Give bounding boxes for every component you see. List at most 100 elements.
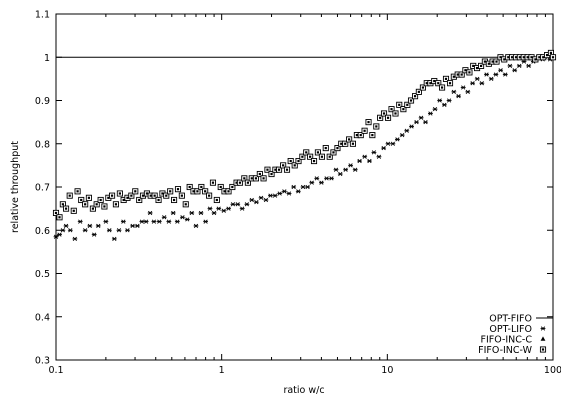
data-point-opt-lifo	[170, 210, 176, 216]
data-point-opt-lifo	[130, 223, 136, 229]
marker-dot	[266, 168, 269, 171]
data-point-fifo-inc-w	[369, 132, 376, 139]
marker-dot	[417, 90, 420, 93]
star-stroke	[521, 59, 527, 64]
data-point-fifo-inc-w	[236, 179, 244, 186]
data-point-opt-lifo	[367, 158, 372, 164]
data-point-fifo-inc-w	[182, 201, 189, 208]
star-stroke	[493, 72, 498, 77]
data-point-opt-lifo	[147, 210, 153, 216]
star-stroke	[465, 89, 470, 94]
data-point-fifo-inc-w	[365, 119, 372, 126]
star-stroke	[130, 223, 135, 229]
star-stroke	[244, 202, 250, 207]
star-stroke	[116, 228, 122, 233]
marker-dot	[440, 86, 444, 89]
marker-dot	[215, 198, 218, 202]
star-stroke	[148, 210, 153, 216]
data-point-opt-lifo	[479, 81, 485, 86]
data-point-opt-lifo	[235, 202, 241, 207]
star-stroke	[125, 228, 130, 233]
marker-dot	[231, 185, 234, 189]
data-point-fifo-inc-w	[178, 192, 185, 199]
data-point-fifo-inc-w	[217, 183, 224, 191]
marker-dot	[413, 95, 417, 98]
star-stroke	[60, 228, 65, 233]
star-stroke	[135, 223, 140, 229]
data-point-opt-lifo	[221, 208, 227, 213]
star-stroke	[151, 219, 157, 224]
star-stroke	[107, 228, 112, 233]
data-point-opt-lifo	[95, 223, 101, 229]
marker-dot	[223, 190, 226, 193]
marker-dot	[227, 190, 230, 193]
legend-label-opt-fifo: OPT-FIFO	[489, 314, 532, 325]
marker-dot	[507, 56, 510, 59]
data-point-fifo-inc-w	[330, 149, 337, 156]
marker-dot	[161, 192, 164, 195]
marker-dot	[464, 69, 467, 72]
marker-dot	[324, 146, 327, 150]
marker-dot	[282, 164, 285, 167]
star-stroke	[254, 200, 259, 205]
data-point-opt-lifo	[319, 180, 324, 185]
star-stroke	[400, 132, 405, 138]
data-point-fifo-inc-w	[299, 153, 306, 160]
marker-dot	[157, 198, 160, 202]
marker-dot	[204, 190, 207, 193]
data-point-fifo-inc-w	[318, 153, 325, 160]
y-tick-label: 0.4	[35, 312, 50, 323]
star-stroke	[333, 167, 339, 172]
data-point-opt-lifo	[456, 94, 461, 99]
marker-dot	[312, 159, 316, 163]
star-stroke	[446, 98, 452, 103]
star-stroke	[419, 115, 424, 120]
data-point-fifo-inc-w	[384, 114, 392, 121]
marker-dot	[398, 103, 401, 106]
data-point-opt-lifo	[324, 176, 330, 181]
star-stroke	[286, 191, 292, 196]
marker-dot	[118, 192, 121, 195]
x-axis-label: ratio w/c	[283, 385, 324, 396]
data-point-opt-lifo	[309, 180, 315, 185]
data-point-opt-lifo	[352, 167, 358, 172]
star-stroke	[92, 232, 97, 237]
data-point-opt-lifo	[286, 191, 292, 196]
data-point-opt-lifo	[507, 63, 513, 69]
marker-dot	[542, 56, 545, 59]
marker-dot	[456, 73, 459, 76]
data-point-opt-lifo	[502, 72, 508, 77]
data-point-fifo-inc-w	[151, 192, 158, 199]
star-stroke	[376, 154, 382, 159]
data-point-fifo-inc-w	[112, 201, 119, 208]
data-point-opt-lifo	[77, 219, 83, 224]
data-point-fifo-inc-w	[466, 69, 473, 76]
marker-dot	[80, 198, 83, 202]
star-stroke	[385, 141, 391, 146]
data-point-fifo-inc-w	[128, 192, 135, 199]
data-point-opt-lifo	[390, 141, 396, 146]
x-tick-label: 100	[544, 365, 561, 376]
marker-dot	[332, 151, 335, 154]
star-stroke	[484, 72, 489, 77]
data-point-opt-lifo	[314, 176, 320, 181]
star-stroke	[87, 223, 92, 229]
marker-dot	[526, 56, 529, 59]
marker-dot	[468, 71, 471, 74]
marker-dot	[254, 177, 258, 180]
data-point-fifo-inc-w	[174, 186, 182, 193]
marker-dot	[479, 64, 483, 67]
data-point-opt-lifo	[376, 154, 382, 159]
star-stroke	[216, 206, 221, 211]
star-stroke	[503, 72, 508, 77]
marker-dot	[130, 194, 133, 197]
star-stroke	[442, 102, 447, 107]
y-tick-label: 0.5	[35, 269, 50, 280]
data-point-fifo-inc-w	[549, 54, 557, 61]
marker-dot	[483, 60, 486, 63]
legend-symbol-fifo-inc-w	[539, 346, 547, 353]
star-stroke	[362, 154, 367, 159]
data-point-opt-lifo	[451, 89, 457, 94]
marker-dot	[379, 116, 382, 119]
marker-dot	[289, 159, 292, 163]
